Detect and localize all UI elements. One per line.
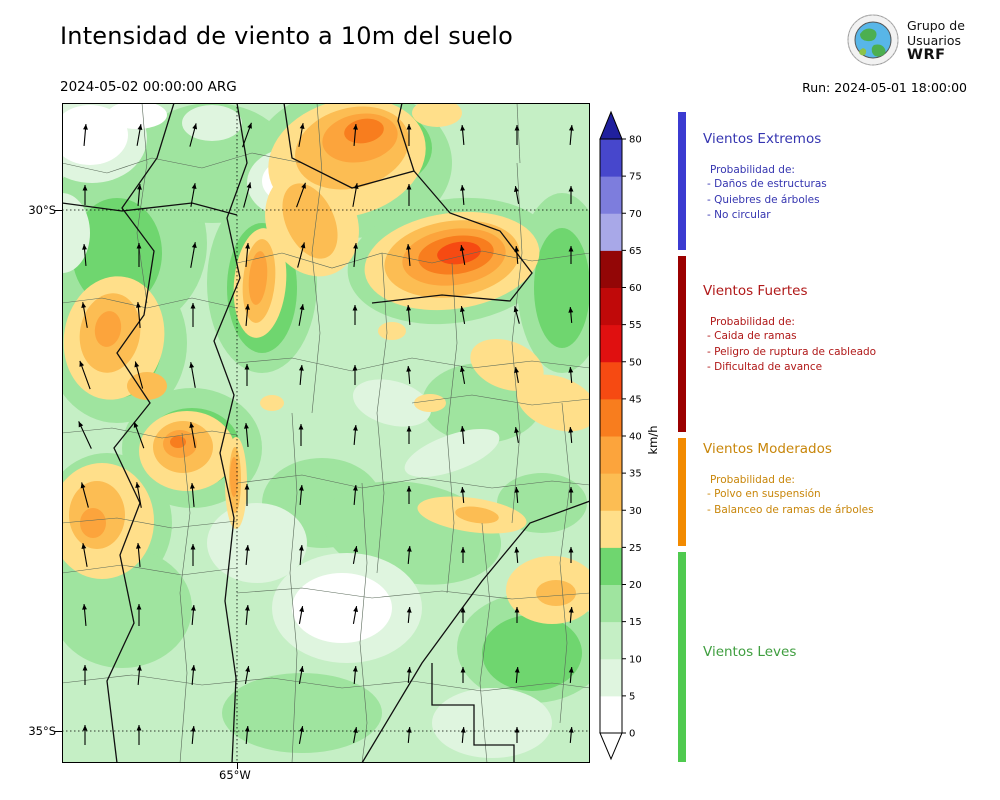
province-boundaries <box>62 103 590 763</box>
colorbar-unit-label: km/h <box>646 425 660 454</box>
figure-title: Intensidad de viento a 10m del suelo <box>60 22 514 50</box>
lat-tick-30s <box>55 210 62 211</box>
wind-direction-arrows <box>78 122 574 745</box>
legend-probability-label: Probabilidad de: <box>710 164 795 176</box>
colorbar-tick-label: 10 <box>629 654 642 665</box>
colorbar-tick-label: 75 <box>629 172 642 183</box>
colorbar-tick-label: 5 <box>629 691 635 702</box>
legend-title-leves: Vientos Leves <box>703 644 797 660</box>
colorbar-tick-label: 60 <box>629 283 642 294</box>
wrf-logo: Grupo de Usuarios WRF <box>846 12 965 68</box>
legend-item: - Caida de ramas <box>707 330 797 342</box>
legend-bar-leves <box>678 552 686 762</box>
wrf-logo-text: Grupo de Usuarios WRF <box>907 18 965 63</box>
legend-item: - Peligro de ruptura de cableado <box>707 345 877 358</box>
colorbar-tick-label: 70 <box>629 209 642 220</box>
colorbar-body: 0 5 10 15 20 25 30 35 40 45 50 55 60 65 70 75 80 <box>599 110 642 761</box>
map-layers <box>62 103 590 763</box>
lon-tick-65w <box>237 763 238 769</box>
map-border <box>62 103 590 763</box>
legend-bar-extremos <box>678 112 686 250</box>
lat-label-35s: 35°S <box>28 724 56 738</box>
legend-item: - Polvo en suspensión <box>707 488 821 500</box>
lon-label-65w: 65°W <box>219 768 251 782</box>
legend-probability-label: Probabilidad de: <box>710 474 795 486</box>
colorbar-tick-label: 15 <box>629 617 642 628</box>
colorbar-tick-label: 40 <box>629 432 642 443</box>
legend-bar-fuertes <box>678 256 686 432</box>
legend-section-fuertes: Vientos Fuertes Probabilidad de: - Caida… <box>703 283 983 376</box>
colorbar-tick-label: 55 <box>629 320 642 331</box>
legend-item: - Daños de estructuras <box>707 178 827 190</box>
colorbar-tick-label: 80 <box>629 135 642 146</box>
lat-tick-35s <box>55 731 62 732</box>
legend-title-extremos: Vientos Extremos <box>703 131 822 147</box>
colorbar-tick-label: 35 <box>629 469 642 480</box>
colorbar: 0 5 10 15 20 25 30 35 40 45 50 55 60 65 70 75 80 km/h <box>599 110 660 761</box>
logo-wrf: WRF <box>907 46 946 63</box>
wind-intensity-map <box>62 103 590 763</box>
legend-item: - Dificultad de avance <box>707 361 823 373</box>
legend-probability-label: Probabilidad de: <box>710 316 795 328</box>
colorbar-tick-label: 25 <box>629 543 642 554</box>
legend-item: - No circular <box>707 209 771 221</box>
colorbar-tick-label: 65 <box>629 246 642 257</box>
valid-time-label: 2024-05-02 00:00:00 ARG <box>60 79 237 95</box>
lat-lon-gridlines <box>62 103 590 763</box>
logo-line1: Grupo de <box>907 17 965 33</box>
legend-title-moderados: Vientos Moderados <box>703 441 832 457</box>
colorbar-tick-label: 20 <box>629 580 642 591</box>
wind-speed-contour-fill <box>62 103 590 758</box>
colorbar-tick-label: 50 <box>629 357 642 368</box>
lat-label-30s: 30°S <box>28 203 56 217</box>
colorbar-tick-label: 30 <box>629 506 642 517</box>
department-boundaries <box>62 103 590 763</box>
legend-title-fuertes: Vientos Fuertes <box>703 283 808 299</box>
legend-section-moderados: Vientos Moderados Probabilidad de: - Pol… <box>703 441 983 518</box>
legend-section-extremos: Vientos Extremos Probabilidad de: - Daño… <box>703 131 983 224</box>
colorbar-tick-label: 0 <box>629 729 635 740</box>
legend-item: - Quiebres de árboles <box>707 193 820 206</box>
legend-bar-moderados <box>678 438 686 546</box>
wrf-globe-icon <box>847 14 899 66</box>
colorbar-under-arrow <box>599 732 623 761</box>
legend-section-leves: Vientos Leves <box>703 644 983 677</box>
logo-line2: Usuarios <box>907 32 962 48</box>
colorbar-over-arrow <box>599 110 623 140</box>
colorbar-tick-label: 45 <box>629 394 642 405</box>
legend-item: - Balanceo de ramas de árboles <box>707 503 874 516</box>
run-time-label: Run: 2024-05-01 18:00:00 <box>802 80 967 95</box>
